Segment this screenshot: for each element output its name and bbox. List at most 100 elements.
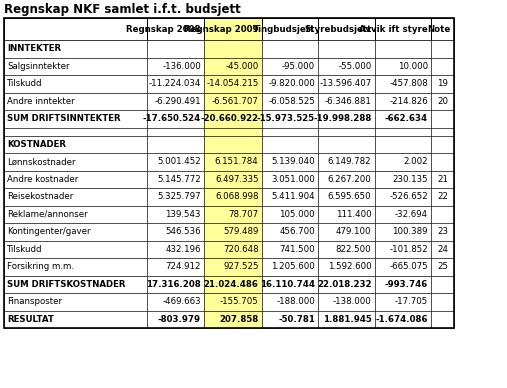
Bar <box>147 206 204 223</box>
Text: 5.139.040: 5.139.040 <box>271 157 315 166</box>
Bar <box>204 18 262 40</box>
Bar <box>147 128 204 135</box>
Text: 21: 21 <box>437 175 448 184</box>
Bar <box>318 170 375 188</box>
Bar <box>318 241 375 258</box>
Bar <box>204 40 262 57</box>
Bar <box>262 128 318 135</box>
Bar <box>204 128 262 135</box>
Text: -138.000: -138.000 <box>333 297 372 306</box>
Bar <box>318 275 375 293</box>
Text: 25: 25 <box>437 262 448 271</box>
Text: -101.852: -101.852 <box>389 245 428 254</box>
Bar <box>4 206 147 223</box>
Bar <box>431 293 454 310</box>
Text: -9.820.000: -9.820.000 <box>268 79 315 88</box>
Bar <box>262 170 318 188</box>
Bar <box>204 57 262 75</box>
Text: 6.149.782: 6.149.782 <box>328 157 372 166</box>
Bar <box>147 241 204 258</box>
Text: RESULTAT: RESULTAT <box>7 315 54 324</box>
Bar <box>4 18 454 328</box>
Text: -6.561.707: -6.561.707 <box>211 97 259 106</box>
Text: INNTEKTER: INNTEKTER <box>7 44 61 53</box>
Text: -1.674.086: -1.674.086 <box>376 315 428 324</box>
Bar <box>262 310 318 328</box>
Bar <box>4 57 147 75</box>
Bar <box>4 92 147 110</box>
Text: -6.346.881: -6.346.881 <box>324 97 372 106</box>
Bar <box>147 75 204 92</box>
Text: -19.998.288: -19.998.288 <box>313 114 372 123</box>
Text: 100.389: 100.389 <box>392 227 428 236</box>
Bar <box>431 223 454 241</box>
Bar <box>147 258 204 275</box>
Text: 479.100: 479.100 <box>336 227 372 236</box>
Text: Note: Note <box>428 24 451 33</box>
Bar <box>375 293 431 310</box>
Bar <box>147 275 204 293</box>
Text: 1.205.600: 1.205.600 <box>271 262 315 271</box>
Text: -662.634: -662.634 <box>385 114 428 123</box>
Bar <box>375 135 431 153</box>
Bar <box>4 188 147 206</box>
Bar <box>375 57 431 75</box>
Bar <box>375 110 431 128</box>
Text: -14.054.215: -14.054.215 <box>206 79 259 88</box>
Text: Reisekostnader: Reisekostnader <box>7 192 73 201</box>
Text: 230.135: 230.135 <box>392 175 428 184</box>
Text: -95.000: -95.000 <box>282 62 315 71</box>
Bar <box>318 92 375 110</box>
Bar <box>262 206 318 223</box>
Bar <box>4 135 147 153</box>
Bar <box>431 40 454 57</box>
Text: -469.663: -469.663 <box>162 297 201 306</box>
Text: 456.700: 456.700 <box>279 227 315 236</box>
Text: 822.500: 822.500 <box>336 245 372 254</box>
Bar <box>375 92 431 110</box>
Text: 24: 24 <box>437 245 448 254</box>
Bar <box>204 293 262 310</box>
Bar <box>204 75 262 92</box>
Bar <box>262 153 318 170</box>
Text: 2.002: 2.002 <box>404 157 428 166</box>
Bar <box>147 170 204 188</box>
Bar <box>375 170 431 188</box>
Text: 432.196: 432.196 <box>165 245 201 254</box>
Text: Lønnskostnader: Lønnskostnader <box>7 157 76 166</box>
Bar <box>318 258 375 275</box>
Bar <box>4 258 147 275</box>
Text: -45.000: -45.000 <box>225 62 259 71</box>
Bar <box>431 188 454 206</box>
Text: Styrebudsjett: Styrebudsjett <box>304 24 372 33</box>
Bar <box>147 223 204 241</box>
Text: -214.826: -214.826 <box>389 97 428 106</box>
Text: -136.000: -136.000 <box>162 62 201 71</box>
Text: Regnskap NKF samlet i.f.t. budsjett: Regnskap NKF samlet i.f.t. budsjett <box>4 3 241 16</box>
Bar <box>375 188 431 206</box>
Text: -803.979: -803.979 <box>158 315 201 324</box>
Text: 6.267.200: 6.267.200 <box>328 175 372 184</box>
Bar <box>204 170 262 188</box>
Text: Reklame/annonser: Reklame/annonser <box>7 210 88 219</box>
Text: Avvik ift styre: Avvik ift styre <box>359 24 428 33</box>
Text: -188.000: -188.000 <box>276 297 315 306</box>
Bar <box>262 18 318 40</box>
Bar <box>375 153 431 170</box>
Text: Regnskap 2009: Regnskap 2009 <box>184 24 259 33</box>
Text: -17.705: -17.705 <box>395 297 428 306</box>
Bar <box>204 241 262 258</box>
Text: 16.110.744: 16.110.744 <box>260 280 315 289</box>
Bar <box>204 258 262 275</box>
Bar <box>431 310 454 328</box>
Bar <box>262 223 318 241</box>
Text: 21.024.486: 21.024.486 <box>204 280 259 289</box>
Bar <box>147 18 204 40</box>
Bar <box>147 153 204 170</box>
Text: 17.316.208: 17.316.208 <box>146 280 201 289</box>
Text: 6.595.650: 6.595.650 <box>328 192 372 201</box>
Bar <box>431 241 454 258</box>
Bar <box>431 135 454 153</box>
Bar <box>318 57 375 75</box>
Bar <box>4 75 147 92</box>
